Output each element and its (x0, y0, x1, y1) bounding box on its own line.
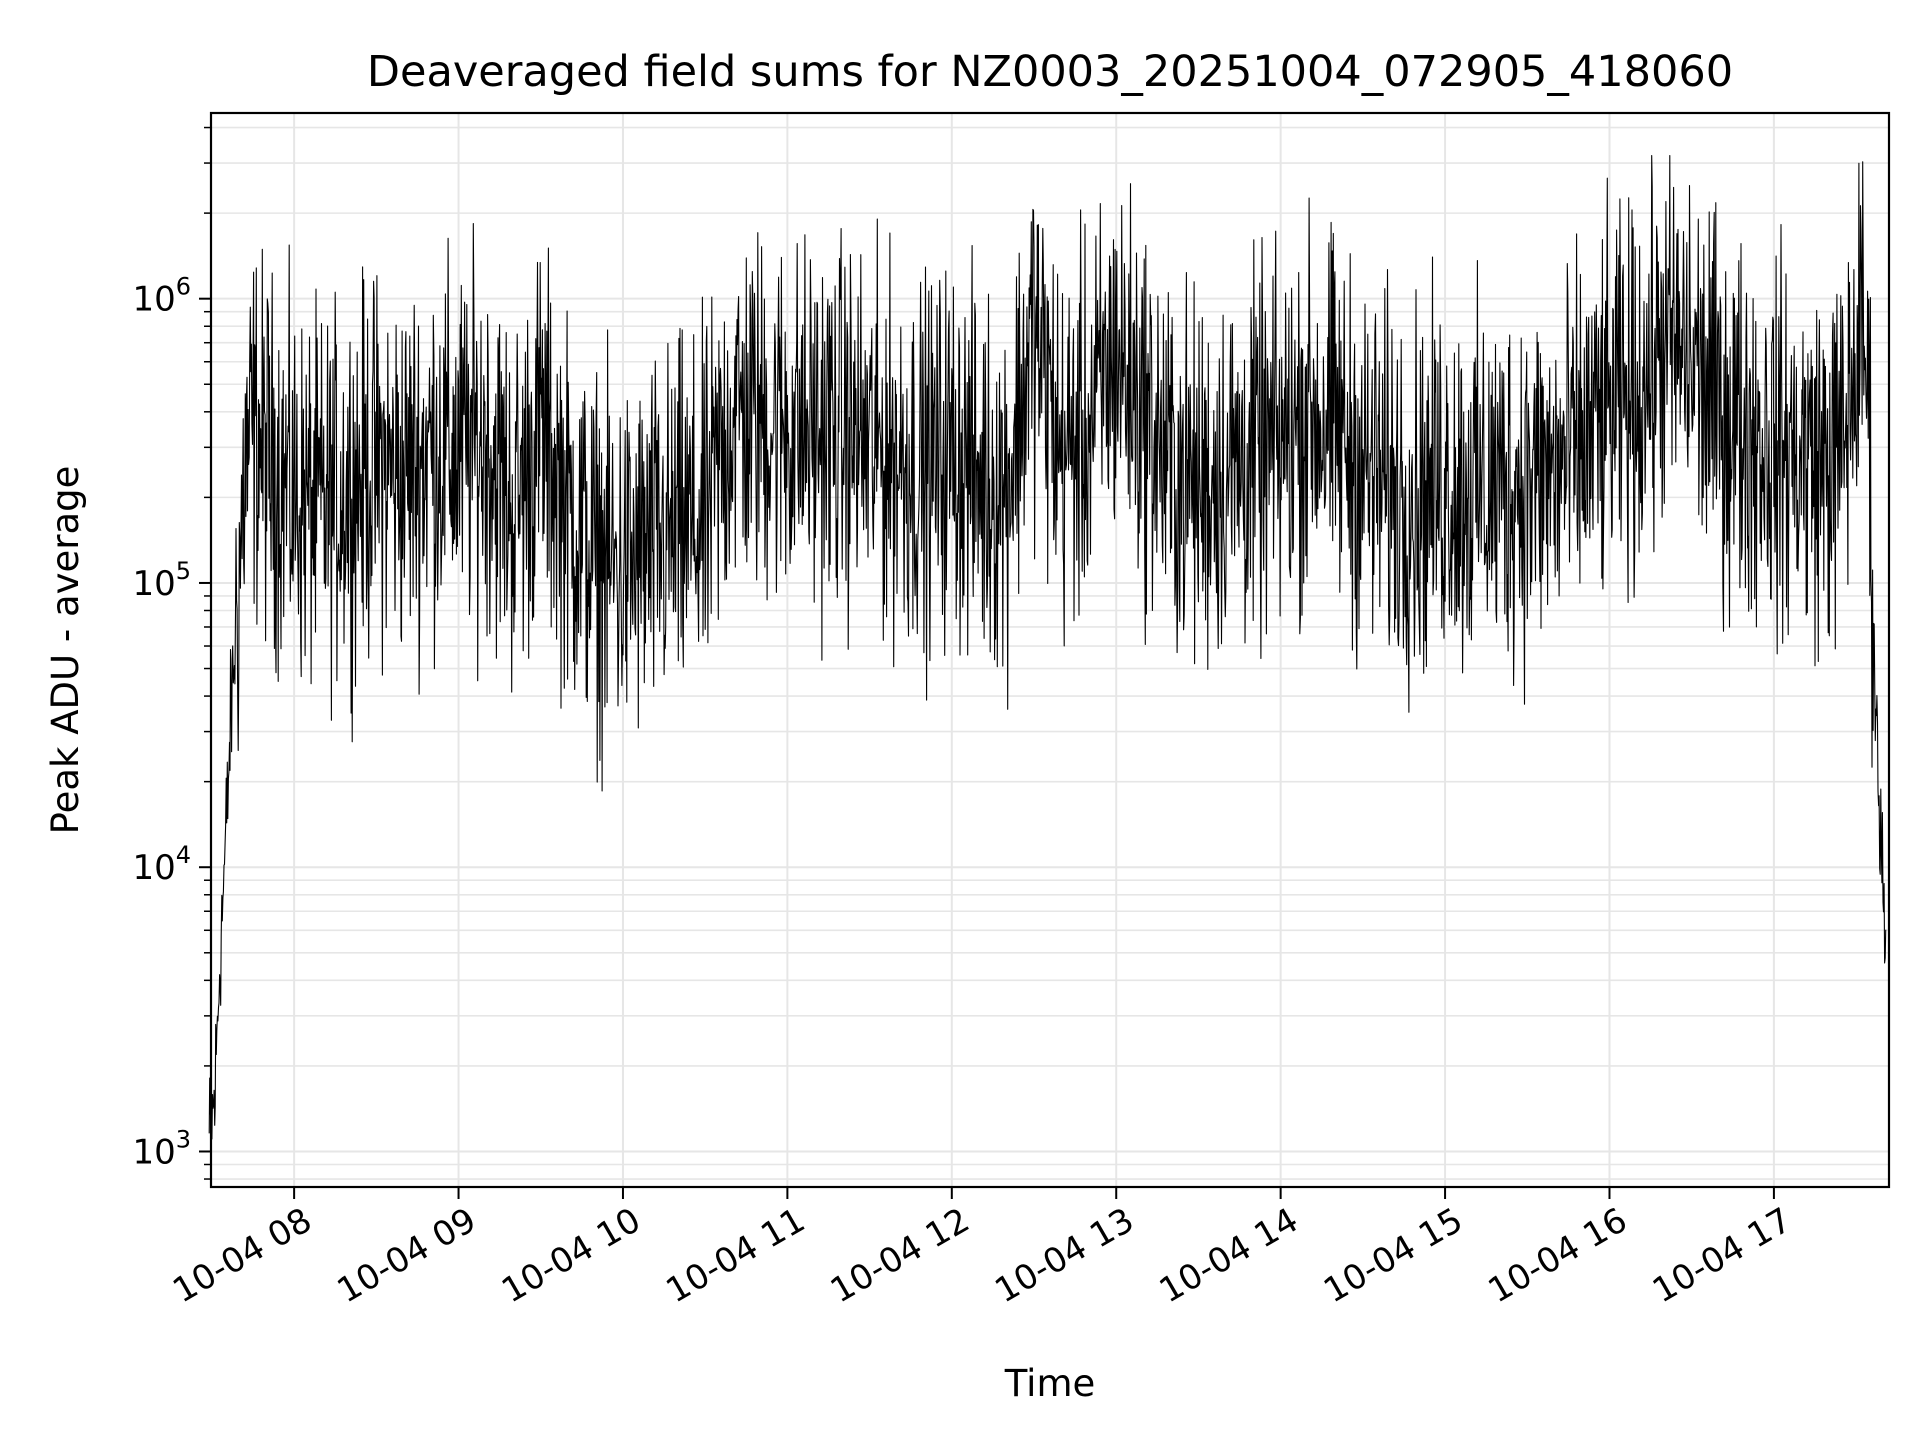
y-tick-label: 103 (132, 1125, 191, 1172)
x-tick-label: 10-04 13 (988, 1200, 1140, 1311)
y-tick-base: 10 (132, 848, 175, 888)
y-tick-label: 106 (132, 273, 191, 320)
series-line-layer (208, 155, 1887, 1140)
x-tick-label: 10-04 14 (1153, 1200, 1305, 1311)
y-tick-exponent: 6 (176, 273, 191, 301)
x-tick-label: 10-04 08 (166, 1200, 318, 1311)
grid-lines (211, 113, 1889, 1187)
y-tick-label: 105 (132, 557, 191, 604)
plot-frame (209, 111, 1891, 1189)
x-tick-label: 10-04 17 (1646, 1200, 1798, 1311)
x-axis: 10-04 08 10-04 09 10-04 10 10-04 11 10-04 12… (166, 1187, 1798, 1311)
x-tick-label: 10-04 09 (331, 1200, 483, 1311)
y-tick-exponent: 4 (176, 841, 191, 869)
y-tick-base: 10 (132, 1132, 175, 1172)
x-tick-label: 10-04 15 (1317, 1200, 1469, 1311)
x-axis-label: Time (1004, 1362, 1096, 1405)
y-tick-base: 10 (132, 564, 175, 604)
x-tick-label: 10-04 12 (824, 1200, 976, 1311)
y-tick-base: 10 (132, 280, 175, 320)
x-tick-label: 10-04 16 (1482, 1200, 1634, 1311)
x-tick-label: 10-04 10 (495, 1200, 647, 1311)
series-line (208, 155, 1887, 1140)
chart-title: Deaveraged field sums for NZ0003_2025100… (367, 47, 1733, 97)
y-tick-exponent: 3 (176, 1125, 191, 1153)
y-tick-label: 104 (132, 841, 191, 888)
x-tick-label: 10-04 11 (659, 1200, 811, 1311)
y-tick-exponent: 5 (176, 557, 191, 585)
y-axis-label: Peak ADU - average (44, 466, 87, 835)
